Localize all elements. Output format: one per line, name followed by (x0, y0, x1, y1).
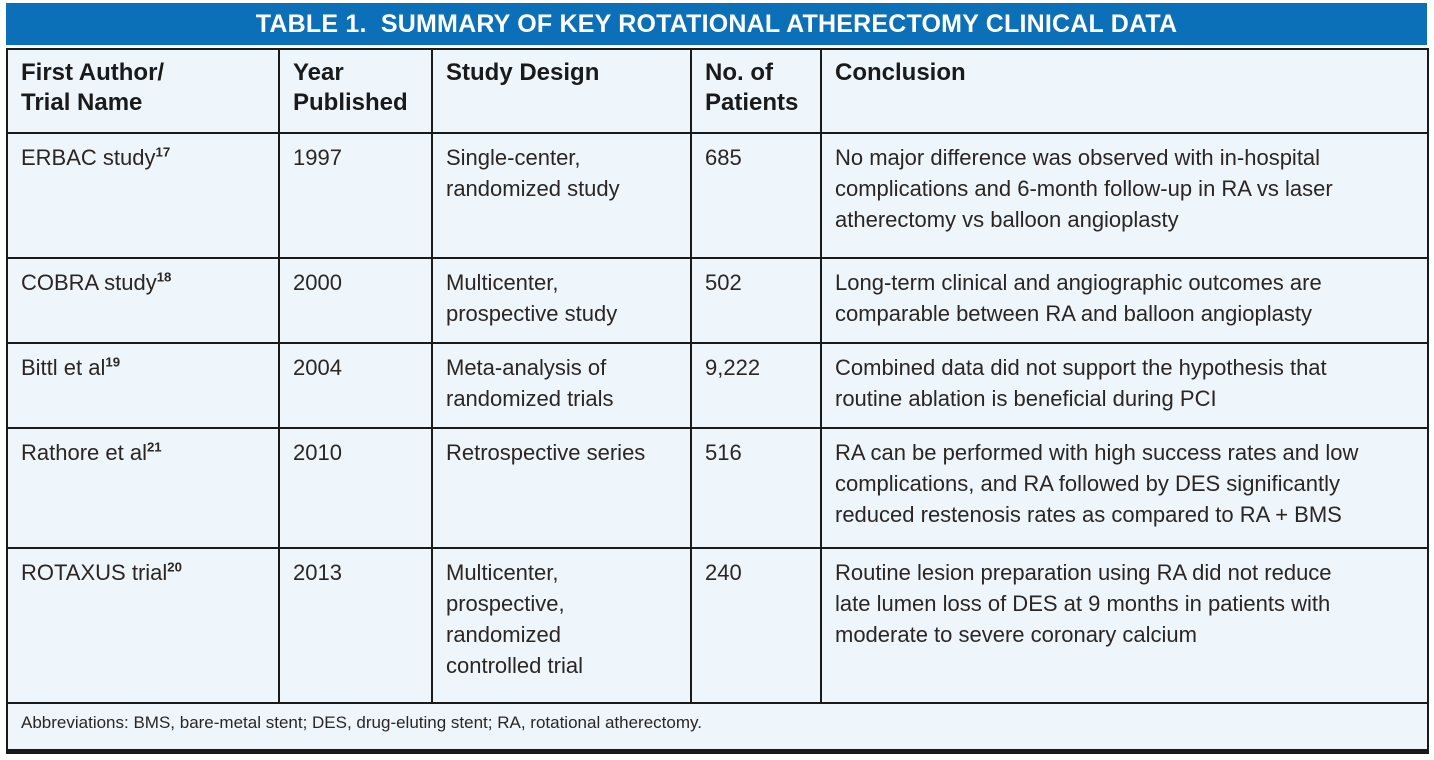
reference-superscript: 17 (155, 144, 171, 160)
author-cell: Rathore et al21 (6, 427, 280, 549)
reference-superscript: 21 (146, 439, 162, 455)
patients-cell: 685 (690, 132, 822, 259)
conclusion-cell: RA can be performed with high success ra… (820, 427, 1429, 549)
table-header-row: First Author/ Trial Name Year Published … (6, 48, 1429, 134)
patients-cell: 502 (690, 257, 822, 344)
table-row-rathore: Rathore et al21 2010 Retrospective serie… (6, 427, 1429, 549)
author-cell: ROTAXUS trial20 (6, 547, 280, 704)
year-cell: 1997 (278, 132, 433, 259)
study-design-cell: Meta-analysis of randomized trials (431, 342, 692, 429)
trial-name: Rathore et al (21, 440, 147, 465)
study-design-cell: Single-center, randomized study (431, 132, 692, 259)
table-title: TABLE 1. SUMMARY OF KEY ROTATIONAL ATHER… (255, 10, 1178, 38)
patients-cell: 9,222 (690, 342, 822, 429)
header-first-author-trial-name: First Author/ Trial Name (6, 48, 280, 134)
study-design-cell: Retrospective series (431, 427, 692, 549)
trial-name: ROTAXUS trial (21, 560, 168, 585)
header-year-published: Year Published (278, 48, 433, 134)
table-footnote-row: Abbreviations: BMS, bare-metal stent; DE… (6, 702, 1429, 752)
year-cell: 2000 (278, 257, 433, 344)
patients-cell: 240 (690, 547, 822, 704)
trial-name: COBRA study (21, 270, 157, 295)
trial-name: Bittl et al (21, 355, 106, 380)
abbreviations-footnote: Abbreviations: BMS, bare-metal stent; DE… (6, 702, 1429, 752)
table-row-cobra: COBRA study18 2000 Multicenter, prospect… (6, 257, 1429, 344)
header-no-of-patients: No. of Patients (690, 48, 822, 134)
table-row-bittl: Bittl et al19 2004 Meta-analysis of rand… (6, 342, 1429, 429)
study-design-cell: Multicenter, prospective study (431, 257, 692, 344)
author-cell: ERBAC study17 (6, 132, 280, 259)
table-row-erbac: ERBAC study17 1997 Single-center, random… (6, 132, 1429, 259)
conclusion-cell: Routine lesion preparation using RA did … (820, 547, 1429, 704)
conclusion-cell: Long-term clinical and angiographic outc… (820, 257, 1429, 344)
conclusion-cell: Combined data did not support the hypoth… (820, 342, 1429, 429)
author-cell: COBRA study18 (6, 257, 280, 344)
year-cell: 2013 (278, 547, 433, 704)
reference-superscript: 19 (105, 354, 121, 370)
reference-superscript: 20 (167, 559, 182, 575)
author-cell: Bittl et al19 (6, 342, 280, 429)
table-title-bar: TABLE 1. SUMMARY OF KEY ROTATIONAL ATHER… (6, 3, 1427, 45)
header-conclusion: Conclusion (820, 48, 1429, 134)
patients-cell: 516 (690, 427, 822, 549)
conclusion-cell: No major difference was observed with in… (820, 132, 1429, 259)
clinical-data-table: First Author/ Trial Name Year Published … (6, 48, 1429, 754)
study-design-cell: Multicenter, prospective, randomized con… (431, 547, 692, 704)
year-cell: 2010 (278, 427, 433, 549)
reference-superscript: 18 (156, 269, 172, 285)
trial-name: ERBAC study (21, 145, 156, 170)
table-row-rotaxus: ROTAXUS trial20 2013 Multicenter, prospe… (6, 547, 1429, 704)
year-cell: 2004 (278, 342, 433, 429)
header-study-design: Study Design (431, 48, 692, 134)
